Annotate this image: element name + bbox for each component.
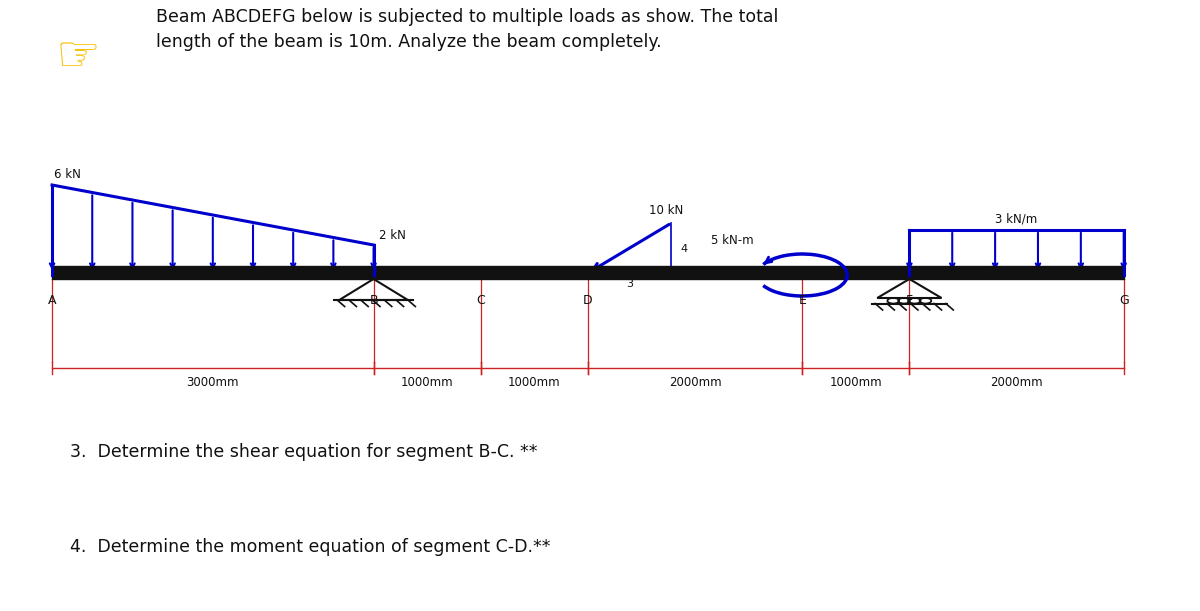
Text: 1000mm: 1000mm bbox=[508, 376, 560, 389]
Text: 3: 3 bbox=[626, 279, 634, 289]
Text: 3000mm: 3000mm bbox=[186, 376, 239, 389]
Text: 1000mm: 1000mm bbox=[401, 376, 454, 389]
Text: 2 kN: 2 kN bbox=[379, 229, 406, 242]
Text: 10 kN: 10 kN bbox=[649, 204, 683, 217]
Text: F: F bbox=[906, 294, 913, 307]
Text: 2000mm: 2000mm bbox=[668, 376, 721, 389]
Text: C: C bbox=[476, 294, 485, 307]
Text: ☞: ☞ bbox=[55, 34, 101, 81]
Text: E: E bbox=[798, 294, 806, 307]
Text: 5 kN-m: 5 kN-m bbox=[712, 235, 754, 247]
Text: 1000mm: 1000mm bbox=[829, 376, 882, 389]
Text: 4.  Determine the moment equation of segment C-D.**: 4. Determine the moment equation of segm… bbox=[70, 538, 551, 557]
Text: B: B bbox=[370, 294, 378, 307]
Text: G: G bbox=[1118, 294, 1128, 307]
Text: Beam ABCDEFG below is subjected to multiple loads as show. The total
length of t: Beam ABCDEFG below is subjected to multi… bbox=[156, 8, 779, 51]
Text: 3 kN/m: 3 kN/m bbox=[996, 213, 1038, 226]
Text: 6 kN: 6 kN bbox=[54, 168, 82, 181]
Text: A: A bbox=[48, 294, 56, 307]
Text: D: D bbox=[583, 294, 593, 307]
Text: 4: 4 bbox=[680, 244, 688, 254]
Text: 3.  Determine the shear equation for segment B-C. **: 3. Determine the shear equation for segm… bbox=[70, 443, 538, 461]
Text: 2000mm: 2000mm bbox=[990, 376, 1043, 389]
